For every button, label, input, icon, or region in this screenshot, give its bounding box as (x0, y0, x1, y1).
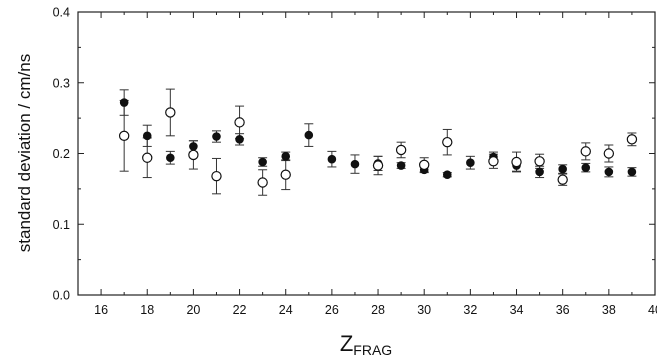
data-point-filled (327, 154, 337, 164)
data-point-open (142, 152, 153, 163)
y-tick-label: 0.1 (53, 218, 70, 232)
x-tick-label: 16 (94, 303, 108, 317)
x-tick-label: 22 (233, 303, 247, 317)
data-point-open (280, 169, 291, 180)
x-tick-label: 26 (325, 303, 339, 317)
x-axis-title-sub: FRAG (353, 342, 392, 358)
data-point-open (372, 160, 384, 171)
y-tick-label: 0.4 (53, 6, 70, 20)
data-point-open (211, 170, 222, 182)
data-point-filled (627, 167, 637, 177)
data-point-filled (119, 98, 129, 107)
x-tick-label: 38 (602, 303, 616, 317)
x-tick-label: 40 (648, 303, 657, 317)
x-tick-label: 18 (140, 303, 154, 317)
y-axis-title: standard deviation / cm/ns (15, 54, 34, 252)
markers (118, 98, 638, 188)
data-point-filled (281, 152, 291, 161)
data-point-open (442, 136, 453, 148)
x-tick-label: 32 (463, 303, 477, 317)
x-tick-label: 34 (510, 303, 524, 317)
y-tick-labels: 0.0 0.1 0.2 0.3 0.4 (53, 6, 70, 303)
data-point-open (603, 148, 615, 159)
data-point-filled (350, 159, 360, 169)
data-point-open (165, 107, 176, 118)
data-point-filled (304, 130, 314, 140)
data-point-open (257, 177, 268, 188)
data-point-filled (466, 158, 475, 167)
x-axis-title-main: Z (340, 331, 353, 356)
data-point-filled (396, 161, 406, 170)
x-tick-label: 36 (556, 303, 570, 317)
x-tick-label: 20 (186, 303, 200, 317)
axis-ticks (78, 11, 656, 296)
y-tick-label: 0.3 (53, 76, 70, 90)
data-point-filled (212, 132, 221, 141)
data-point-filled (189, 142, 198, 151)
x-tick-label: 30 (417, 303, 431, 317)
data-point-open (419, 159, 430, 171)
x-axis-title: ZFRAG (340, 331, 392, 358)
data-point-open (234, 117, 245, 128)
data-point-open (580, 146, 591, 157)
data-point-filled (166, 153, 175, 163)
data-point-filled (535, 167, 544, 177)
data-point-filled (142, 131, 152, 141)
data-point-open (118, 130, 130, 142)
y-tick-label: 0.0 (53, 289, 70, 303)
data-point-open (395, 144, 407, 156)
x-tick-label: 24 (279, 303, 293, 317)
plot-frame (77, 11, 656, 296)
data-point-filled (258, 157, 267, 167)
data-point-open (534, 156, 545, 167)
data-point-open (626, 134, 638, 145)
data-point-filled (442, 170, 452, 180)
data-point-filled (235, 135, 244, 144)
data-point-open (188, 149, 199, 161)
data-point-filled (558, 164, 567, 174)
data-point-open (511, 156, 522, 168)
data-point-filled (604, 167, 614, 177)
x-tick-label: 28 (371, 303, 385, 317)
y-tick-label: 0.2 (53, 147, 70, 161)
x-tick-labels: 16 18 20 22 24 26 28 30 32 34 36 38 40 (94, 303, 657, 317)
data-point-filled (581, 163, 591, 172)
data-point-open (488, 156, 499, 167)
data-point-open (557, 174, 568, 185)
